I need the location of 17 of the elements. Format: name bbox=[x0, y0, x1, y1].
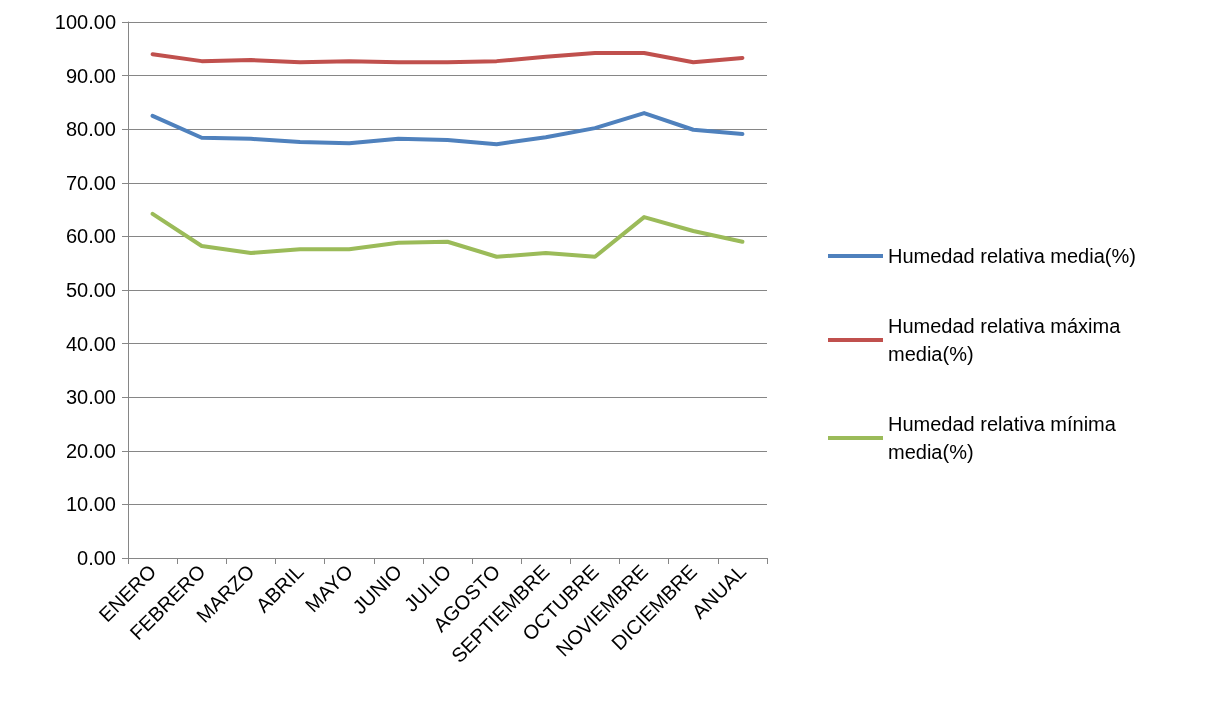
y-tick-label: 10.00 bbox=[65, 493, 116, 516]
legend-label: Humedad relativa mínima media(%) bbox=[888, 413, 1122, 463]
line-series bbox=[150, 51, 745, 65]
y-tick-label: 90.00 bbox=[65, 64, 116, 87]
y-tick-label: 20.00 bbox=[65, 439, 116, 462]
y-tick-label: 70.00 bbox=[65, 171, 116, 194]
legend-label: Humedad relativa máxima media(%) bbox=[888, 315, 1126, 365]
y-tick-label: 40.00 bbox=[65, 332, 116, 355]
y-tick-label: 80.00 bbox=[65, 118, 116, 141]
legend-label: Humedad relativa media(%) bbox=[888, 245, 1136, 267]
y-tick-label: 50.00 bbox=[65, 279, 116, 301]
line-series bbox=[150, 211, 745, 259]
y-tick-label: 60.00 bbox=[65, 225, 116, 248]
line-series bbox=[150, 111, 745, 147]
y-tick-label: 30.00 bbox=[65, 386, 116, 409]
y-tick-label: 100.00 bbox=[54, 11, 116, 33]
y-tick-label: 0.00 bbox=[77, 547, 116, 569]
